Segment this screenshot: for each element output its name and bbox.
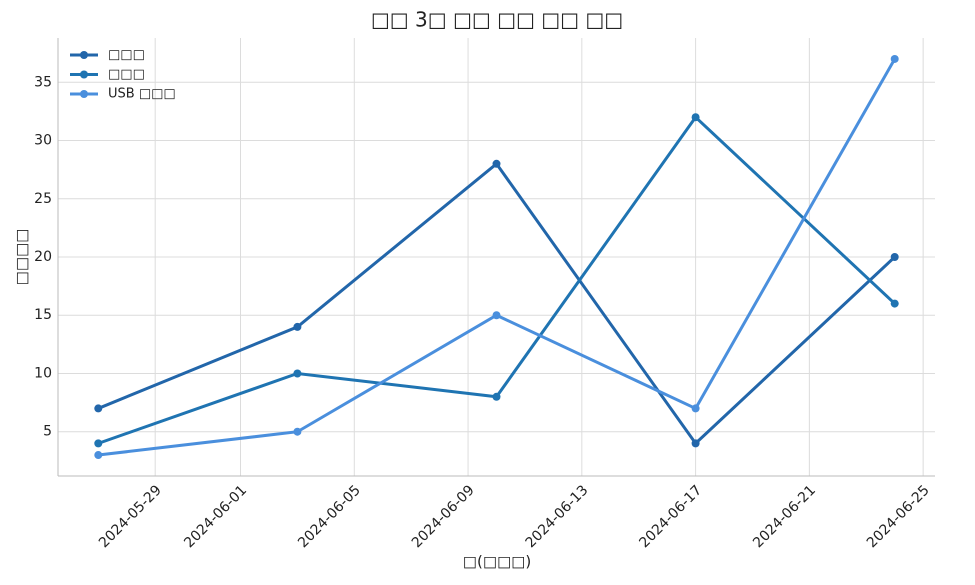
data-point [691,404,700,413]
x-tick-label: 2024-06-17 [636,482,705,551]
chart-title: □□ 3□ □□ □□ □□ □□ [371,8,623,32]
data-point [293,322,302,331]
x-tick-label: 2024-06-01 [181,482,250,551]
y-tick-label: 30 [34,133,52,149]
y-tick-label: 20 [34,249,52,265]
data-point [691,113,700,122]
x-tick-label: 2024-05-29 [96,482,165,551]
x-tick-label: 2024-06-05 [295,482,364,551]
data-point [492,311,501,320]
data-point [890,299,899,308]
data-point [691,439,700,448]
legend-label: □□□ [108,48,145,63]
y-tick-label: 5 [43,424,52,440]
data-point [492,392,501,401]
legend-marker [80,51,88,59]
data-point [293,369,302,378]
x-tick-label: 2024-06-25 [864,482,933,551]
data-point [293,427,302,436]
data-point [890,253,899,261]
y-tick-label: 25 [34,191,52,207]
legend-label: □□□ [108,67,145,82]
y-tick-label: 15 [34,307,52,323]
legend-marker [80,90,88,98]
data-point [94,404,103,413]
data-point [890,54,899,63]
legend-marker [80,70,88,79]
x-tick-label: 2024-06-13 [523,482,592,551]
legend-label: USB □□□ [108,87,176,102]
y-axis-label: □□□□ [13,229,31,286]
data-point [94,451,103,460]
y-tick-label: 35 [34,74,52,90]
data-point [94,439,103,448]
x-tick-label: 2024-06-21 [750,482,819,551]
data-point [492,159,501,168]
x-tick-label: 2024-06-09 [409,482,478,551]
x-axis-label: □(□□□) [463,553,531,571]
y-tick-label: 10 [34,365,52,381]
